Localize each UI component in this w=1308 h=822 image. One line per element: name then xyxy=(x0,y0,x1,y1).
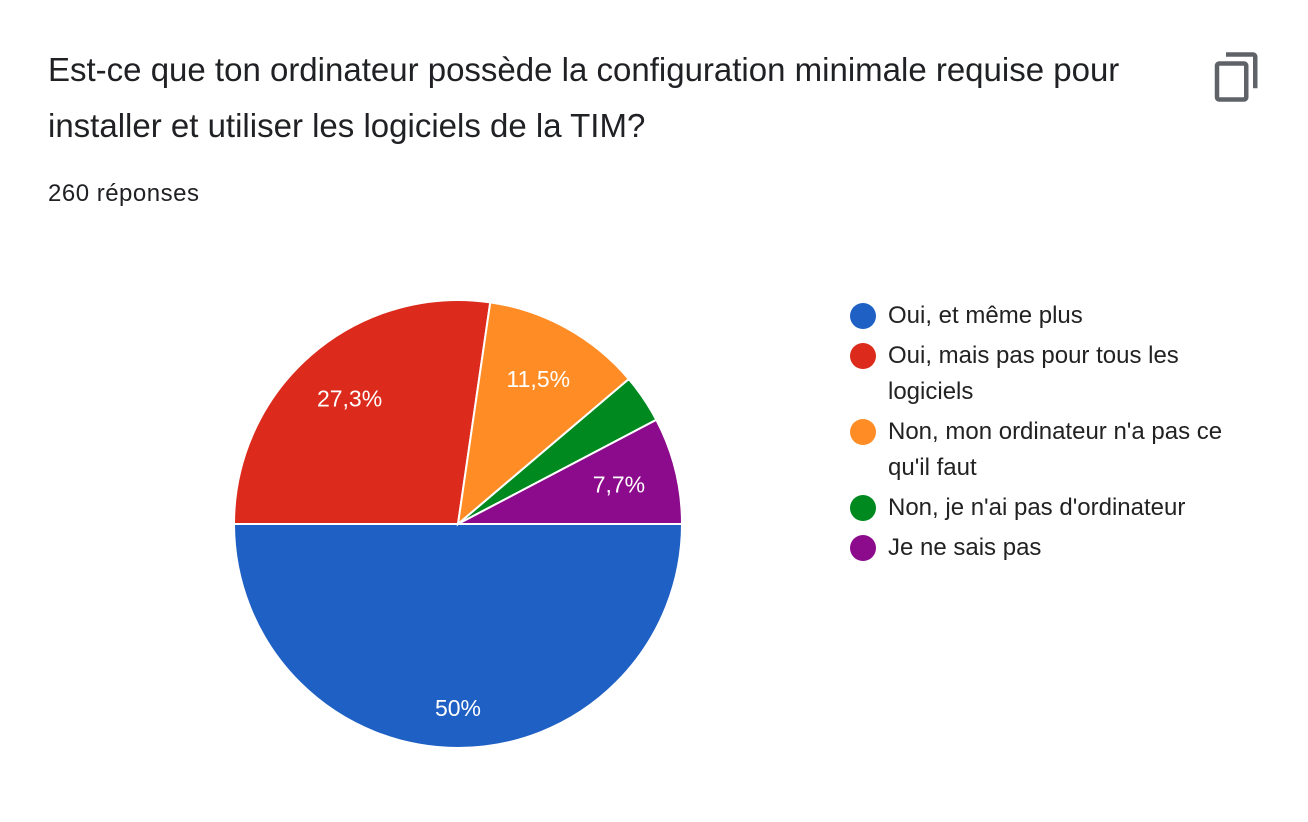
chart-title: Est-ce que ton ordinateur possède la con… xyxy=(48,51,1120,144)
pie-slice[interactable] xyxy=(232,523,684,749)
legend-swatch xyxy=(850,535,876,561)
legend-swatch xyxy=(850,495,876,521)
legend-item[interactable]: Non, mon ordinateur n'a pas ce qu'il fau… xyxy=(850,414,1270,486)
legend: Oui, et même plus Oui, mais pas pour tous… xyxy=(850,298,1270,570)
legend-label: Non, mon ordinateur n'a pas ce qu'il fau… xyxy=(888,418,1223,481)
legend-swatch xyxy=(850,343,876,369)
slice-label: 50% xyxy=(435,695,481,721)
legend-label: Oui, et même plus xyxy=(888,302,1083,329)
slice-label: 11,5% xyxy=(507,366,571,392)
pie-slice[interactable] xyxy=(456,301,631,527)
legend-label: Je ne sais pas xyxy=(888,534,1042,561)
legend-item[interactable]: Non, je n'ai pas d'ordinateur xyxy=(850,490,1270,526)
legend-swatch xyxy=(850,303,876,329)
slice-label: 7,7% xyxy=(593,471,645,497)
legend-label: Non, je n'ai pas d'ordinateur xyxy=(888,494,1186,521)
pie-chart: 50% 27,3% 11,5% 7,7% xyxy=(232,299,684,749)
legend-item[interactable]: Oui, et même plus xyxy=(850,298,1270,334)
legend-label: Oui, mais pas pour tous les logiciels xyxy=(888,342,1179,405)
pie-slice[interactable] xyxy=(232,299,492,525)
legend-item[interactable]: Je ne sais pas xyxy=(850,530,1270,566)
pie-slice[interactable] xyxy=(457,418,684,525)
legend-swatch xyxy=(850,419,876,445)
legend-item[interactable]: Oui, mais pas pour tous les logiciels xyxy=(850,338,1270,410)
copy-icon[interactable] xyxy=(1208,50,1262,104)
response-count: 260 réponses xyxy=(48,180,200,207)
slice-label: 27,3% xyxy=(317,386,382,412)
